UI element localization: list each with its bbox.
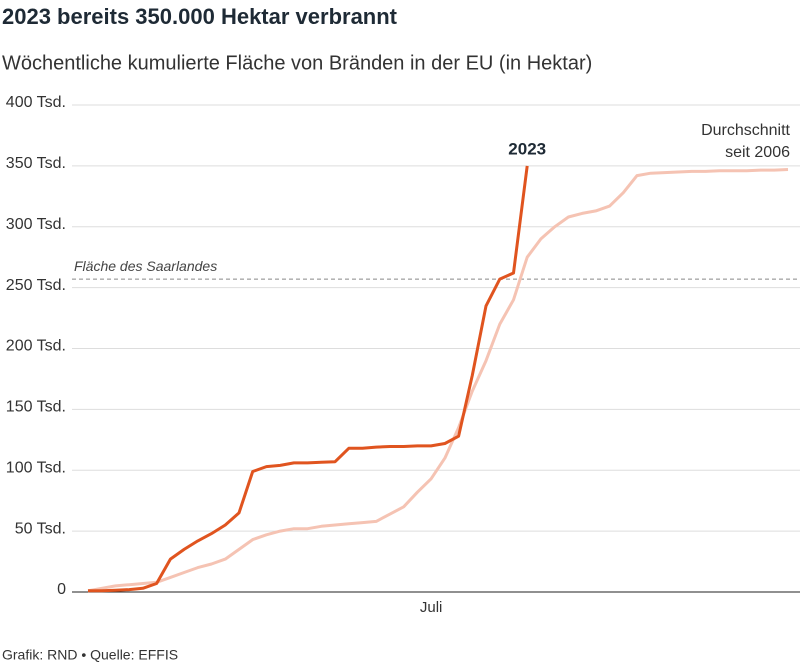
y-tick-label: 400 Tsd.: [6, 94, 66, 111]
y-tick-label: 350 Tsd.: [6, 155, 66, 172]
series-line: [87, 168, 789, 593]
y-tick-label: 200 Tsd.: [6, 338, 66, 355]
chart-subtitle: Wöchentliche kumulierte Fläche von Bränd…: [2, 52, 592, 74]
y-tick-label: 50 Tsd.: [15, 520, 66, 537]
y-tick-label: 100 Tsd.: [6, 459, 66, 476]
x-tick-label: Juli: [420, 599, 443, 616]
footer: Grafik: RND • Quelle: EFFIS: [2, 647, 178, 663]
y-tick-label: 150 Tsd.: [6, 399, 66, 416]
y-tick-label: 0: [57, 581, 66, 598]
chart-title: 2023 bereits 350.000 Hektar verbrannt: [2, 4, 398, 29]
reference-label: Fläche des Saarlandes: [74, 258, 217, 274]
series-label: Durchschnitt seit 2006: [701, 122, 790, 161]
y-tick-label: 300 Tsd.: [6, 216, 66, 233]
series-line: [88, 165, 529, 593]
y-tick-label: 250 Tsd.: [6, 277, 66, 294]
series-label: 2023: [508, 139, 546, 158]
